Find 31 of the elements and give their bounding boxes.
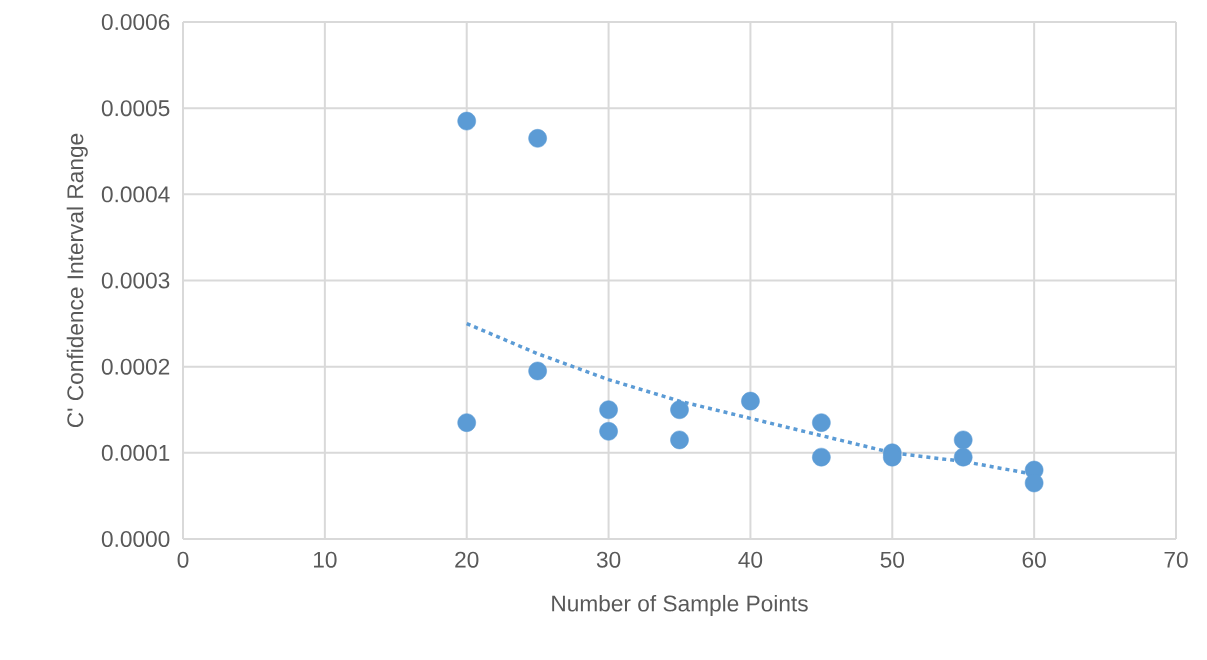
point	[457, 111, 476, 131]
y-tick-label: 0.0003	[101, 272, 170, 289]
x-tick-label: 0	[177, 551, 189, 568]
y-tick-label: 0.0004	[101, 186, 170, 203]
y-tick-label: 0.0005	[101, 100, 170, 117]
point	[953, 447, 973, 467]
point	[599, 422, 618, 441]
point	[812, 447, 831, 467]
point	[670, 400, 689, 420]
point	[741, 391, 760, 411]
x-tick-label: 50	[880, 551, 905, 568]
y-tick-label: 0.0002	[101, 358, 170, 375]
y-tick-label: 0.0001	[101, 444, 170, 461]
x-axis-title: Number of Sample Points	[552, 594, 808, 617]
x-tick-label: 60	[1022, 551, 1046, 568]
x-tick-label: 70	[1164, 551, 1188, 568]
point	[528, 129, 547, 148]
point	[670, 430, 689, 450]
x-tick-label: 10	[313, 551, 337, 568]
point	[528, 361, 547, 381]
y-tick-label: 0.0000	[101, 530, 170, 548]
point	[812, 413, 831, 432]
x-tick-label: 20	[455, 551, 479, 568]
y-tick-label: 0.0006	[101, 13, 170, 31]
x-tick-label: 30	[596, 551, 621, 568]
point	[1024, 473, 1044, 493]
y-axis-title: C' Confidence Interval Range	[66, 133, 88, 428]
x-tick-label: 40	[738, 551, 763, 568]
point	[953, 430, 973, 450]
point	[457, 413, 476, 432]
point	[599, 400, 618, 420]
